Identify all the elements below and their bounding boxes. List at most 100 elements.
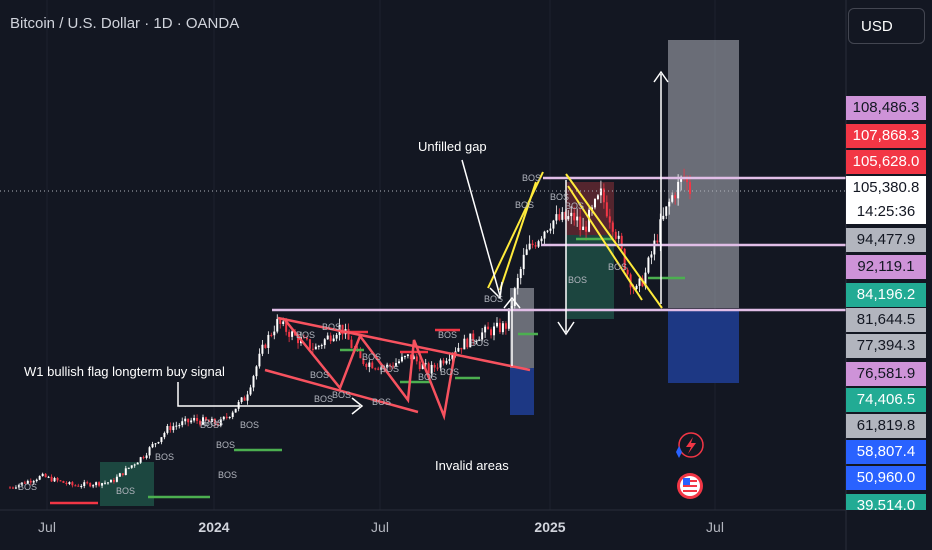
bos-label: BOS — [200, 420, 219, 430]
candle-body — [427, 363, 430, 374]
candle-body — [160, 437, 163, 443]
bos-label: BOS — [418, 372, 437, 382]
candle-body — [475, 340, 478, 342]
time-label: Jul — [706, 519, 724, 535]
candle-body — [95, 482, 98, 486]
price-tag: 84,196.2 — [846, 283, 926, 307]
candle-body — [689, 182, 691, 194]
candle-body — [555, 214, 558, 221]
bos-label: BOS — [550, 192, 569, 202]
us-flag-icon[interactable] — [677, 473, 703, 499]
bull-flag-lines — [264, 316, 531, 421]
candle-body — [650, 254, 653, 258]
candle-body — [285, 321, 288, 332]
candle-body — [409, 354, 412, 360]
candle-body — [190, 420, 193, 423]
candle-body — [169, 425, 172, 431]
candle-body — [29, 480, 32, 483]
candle-body — [329, 335, 332, 342]
candle-body — [620, 235, 623, 249]
candle-body — [282, 321, 285, 324]
candle-body — [463, 338, 466, 350]
candle-body — [77, 485, 80, 487]
candle-body — [418, 361, 421, 370]
bos-label: BOS — [515, 200, 534, 210]
blue-zone-small — [510, 368, 534, 415]
price-tag: 50,960.0 — [846, 466, 926, 490]
flash-icon[interactable] — [676, 432, 704, 458]
candle-body — [608, 216, 611, 223]
candle-body — [392, 365, 395, 367]
candle-body — [193, 417, 196, 421]
candle-body — [665, 206, 668, 216]
price-tag: 61,819.8 — [846, 414, 926, 438]
candle-body — [157, 442, 160, 444]
candle-body — [219, 419, 222, 426]
time-label: Jul — [371, 519, 389, 535]
candle-body — [472, 333, 475, 342]
candle-body — [326, 335, 329, 340]
bos-label: BOS — [608, 262, 627, 272]
candle-body — [415, 356, 418, 362]
candle-body — [50, 476, 53, 482]
candle-body — [80, 486, 83, 488]
candle-body — [374, 368, 377, 370]
candle-body — [513, 288, 516, 306]
time-label: Jul — [38, 519, 56, 535]
candle-body — [579, 216, 582, 231]
bos-label: BOS — [470, 338, 489, 348]
candle-body — [270, 334, 273, 336]
candle-body — [196, 417, 199, 421]
candle-body — [599, 188, 602, 196]
candle-body — [139, 457, 142, 463]
candle-body — [320, 345, 323, 347]
bos-label: BOS — [484, 294, 503, 304]
bos-label: BOS — [568, 275, 587, 285]
candle-body — [305, 337, 308, 340]
price-tag: 92,119.1 — [846, 255, 926, 279]
candle-body — [582, 226, 585, 231]
candle-body — [118, 473, 121, 477]
candle-body — [124, 468, 127, 476]
candle-body — [204, 417, 207, 421]
candle-body — [386, 364, 389, 368]
green-zone-mid — [566, 235, 614, 319]
candle-body — [276, 318, 279, 332]
candle-body — [591, 207, 594, 210]
candle-body — [68, 482, 71, 484]
candle-body — [371, 362, 374, 369]
candle-body — [11, 487, 14, 489]
candle-body — [424, 363, 427, 365]
candle-body — [365, 363, 368, 367]
candle-body — [65, 482, 68, 484]
candle-body — [249, 387, 252, 395]
candle-body — [543, 231, 546, 239]
bos-label: BOS — [438, 330, 457, 340]
candle-body — [567, 216, 570, 220]
candle-body — [368, 362, 371, 367]
candle-body — [187, 418, 190, 423]
candle-body — [478, 339, 481, 341]
currency-button[interactable]: USD — [848, 8, 925, 44]
candle-body — [362, 358, 365, 364]
bos-label: BOS — [322, 322, 341, 332]
candle-body — [412, 356, 415, 360]
candle-body — [507, 308, 510, 329]
candle-body — [395, 363, 398, 367]
candle-body — [41, 473, 44, 477]
candle-body — [243, 397, 246, 401]
candle-body — [311, 348, 314, 350]
candle-body — [222, 416, 225, 420]
candle-body — [558, 214, 561, 220]
candle-body — [172, 426, 175, 431]
rising-wedge — [487, 171, 544, 291]
candle-body — [44, 473, 47, 478]
candle-body — [154, 443, 157, 445]
candle-body — [86, 482, 89, 484]
price-tag: 39,514.0 — [846, 494, 926, 510]
price-tag: 108,486.3 — [846, 96, 926, 120]
candle-body — [261, 344, 264, 354]
candle-body — [297, 335, 300, 344]
candle-body — [635, 285, 638, 289]
